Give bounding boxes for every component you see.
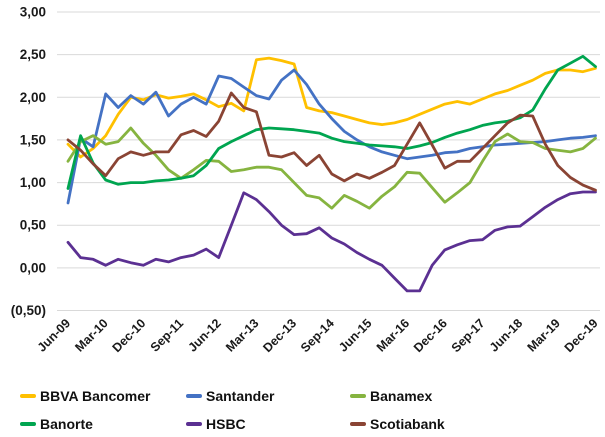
legend-swatch-icon xyxy=(20,422,36,426)
x-tick-label: Dec-19 xyxy=(562,316,601,355)
x-tick-label: Dec-16 xyxy=(411,316,450,355)
x-tick-label: Sep-17 xyxy=(449,316,488,355)
y-tick-label: 0,00 xyxy=(20,260,46,275)
legend-label: Banamex xyxy=(370,388,433,404)
legend-swatch-icon xyxy=(20,394,36,398)
x-tick-label: Sep-14 xyxy=(298,316,337,355)
x-tick-label: Jun-15 xyxy=(336,316,374,354)
legend-item-santander: Santander xyxy=(186,386,274,406)
x-tick-label: Sep-11 xyxy=(148,316,186,354)
legend-item-banamex: Banamex xyxy=(350,386,432,406)
x-tick-label: Dec-10 xyxy=(110,316,149,355)
x-tick-label: Dec-13 xyxy=(260,316,299,355)
y-tick-label: 2,50 xyxy=(20,47,46,62)
legend-item-scotiabank: Scotiabank xyxy=(350,414,445,434)
series-line-hsbc xyxy=(66,190,597,293)
series-line-banorte xyxy=(66,54,597,190)
legend-label: BBVA Bancomer xyxy=(40,388,151,404)
legend-swatch-icon xyxy=(186,422,202,426)
legend-item-hsbc: HSBC xyxy=(186,414,246,434)
x-tick-label: Mar-16 xyxy=(374,316,412,354)
legend-label: Scotiabank xyxy=(370,416,445,432)
series-line-santander xyxy=(66,68,597,205)
legend-item-banorte: Banorte xyxy=(20,414,93,434)
y-tick-label: 3,00 xyxy=(20,5,46,20)
legend-label: Banorte xyxy=(40,416,93,432)
x-tick-label: Mar-19 xyxy=(525,316,563,354)
series-line-scotiabank xyxy=(66,91,597,192)
chart-legend: BBVA Bancomer Santander Banamex Banorte HSBC… xyxy=(0,378,605,437)
x-tick-label: Mar-13 xyxy=(223,316,261,354)
legend-swatch-icon xyxy=(186,394,202,398)
x-tick-label: Jun-12 xyxy=(185,316,223,354)
y-tick-label: 1,00 xyxy=(20,175,46,190)
y-tick-label: 2,00 xyxy=(20,90,46,105)
legend-swatch-icon xyxy=(350,422,366,426)
series-line-banamex xyxy=(66,126,597,210)
x-tick-label: Mar-10 xyxy=(72,316,110,354)
y-tick-label: (0,50) xyxy=(11,303,46,318)
y-tick-label: 0,50 xyxy=(20,218,46,233)
x-tick-label: Jun-18 xyxy=(487,316,525,354)
x-tick-label: Jun-09 xyxy=(35,316,73,354)
legend-label: HSBC xyxy=(206,416,246,432)
legend-label: Santander xyxy=(206,388,275,404)
legend-item-bbva-bancomer: BBVA Bancomer xyxy=(20,386,150,406)
y-tick-label: 1,50 xyxy=(20,132,46,147)
plot-area: 3,00 2,50 2,00 1,50 1,00 0,50 0,00 (0,50)Jun-09… xyxy=(11,5,601,356)
legend-swatch-icon xyxy=(350,394,366,398)
